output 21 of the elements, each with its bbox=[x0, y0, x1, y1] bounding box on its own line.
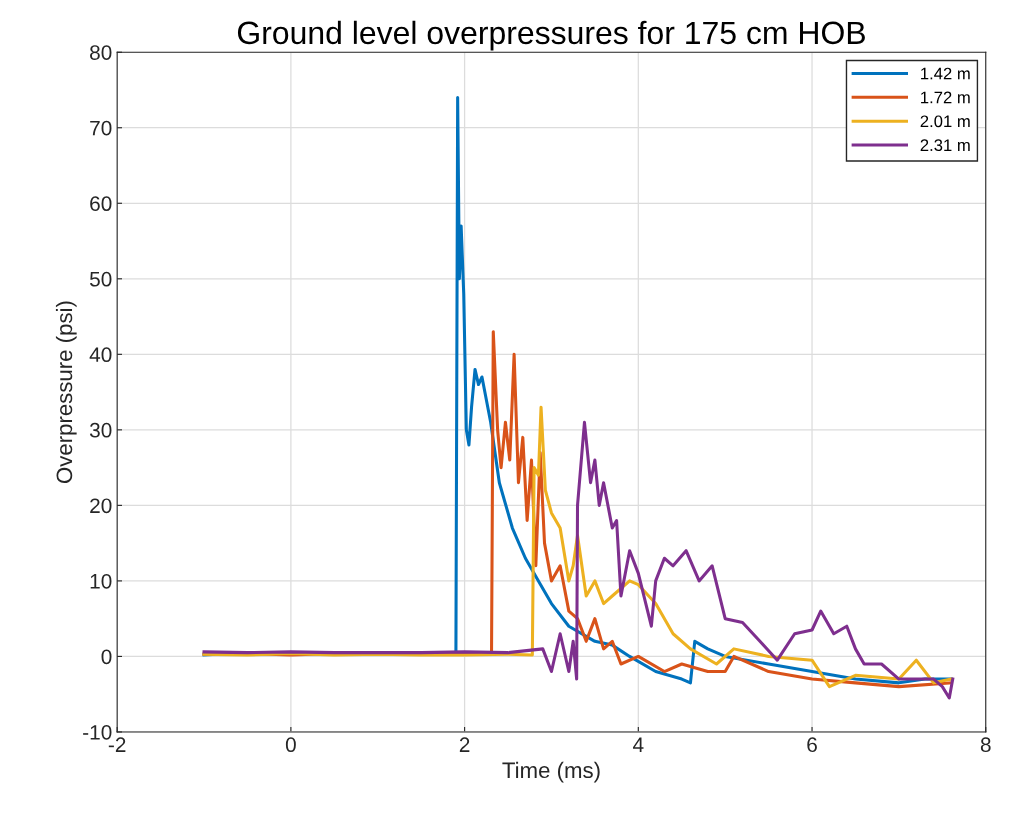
y-tick-label: 70 bbox=[90, 120, 112, 136]
y-tick-label: 10 bbox=[90, 573, 112, 589]
y-tick-label: 80 bbox=[90, 45, 112, 60]
legend-label: 2.31 m bbox=[920, 139, 970, 152]
legend-label: 2.01 m bbox=[920, 115, 970, 128]
y-tick-label: 20 bbox=[90, 498, 112, 514]
x-tick-label: 0 bbox=[285, 737, 296, 753]
y-tick-label: 40 bbox=[89, 347, 112, 363]
y-tick-label: 60 bbox=[90, 196, 112, 212]
y-tick-label: 50 bbox=[89, 271, 112, 287]
y-tick-label: 30 bbox=[89, 422, 112, 438]
y-tick-label: 0 bbox=[101, 649, 112, 665]
legend-label: 1.72 m bbox=[921, 91, 970, 104]
chart-title: Ground level overpressures for 175 cm HOB bbox=[237, 20, 865, 51]
x-tick-label: 8 bbox=[980, 737, 991, 753]
x-tick-label: 6 bbox=[807, 737, 817, 753]
x-tick-label: 4 bbox=[633, 737, 644, 752]
x-tick-label: 2 bbox=[459, 737, 470, 752]
y-axis-title: Overpressure (psi) bbox=[55, 301, 77, 484]
x-axis-title: Time (ms) bbox=[502, 761, 600, 783]
legend-label: 1.42 m bbox=[921, 67, 970, 80]
